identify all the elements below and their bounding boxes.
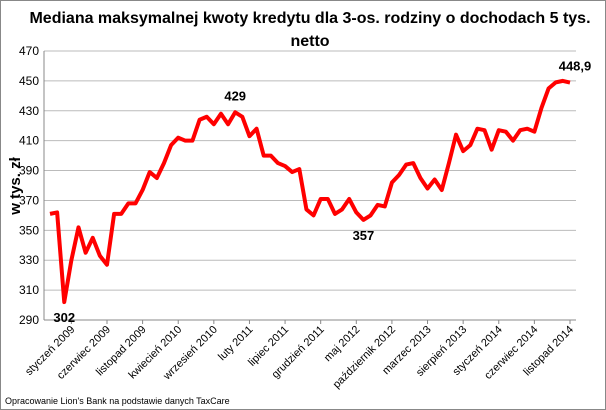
chart-title: netto — [290, 33, 329, 50]
data-label: 302 — [53, 310, 75, 325]
y-tick-label: 370 — [19, 193, 39, 207]
data-line — [49, 78, 571, 305]
y-tick-label: 430 — [19, 104, 39, 118]
y-tick-label: 470 — [19, 44, 39, 58]
y-tick-label: 290 — [19, 313, 39, 327]
data-label: 429 — [224, 88, 246, 103]
chart-title: Mediana maksymalnej kwoty kredytu dla 3-… — [29, 10, 590, 27]
data-label: 357 — [353, 228, 375, 243]
y-tick-label: 350 — [19, 223, 39, 237]
y-tick-label: 390 — [19, 164, 39, 178]
data-label: 448,9 — [559, 59, 592, 74]
y-tick-label: 330 — [19, 253, 39, 267]
source-note: Opracowanie Lion's Bank na podstawie dan… — [5, 396, 230, 406]
y-tick-label: 410 — [19, 134, 39, 148]
y-tick-label: 450 — [19, 74, 39, 88]
y-axis-label: w tys. zł — [7, 156, 24, 215]
y-tick-label: 310 — [19, 283, 39, 297]
